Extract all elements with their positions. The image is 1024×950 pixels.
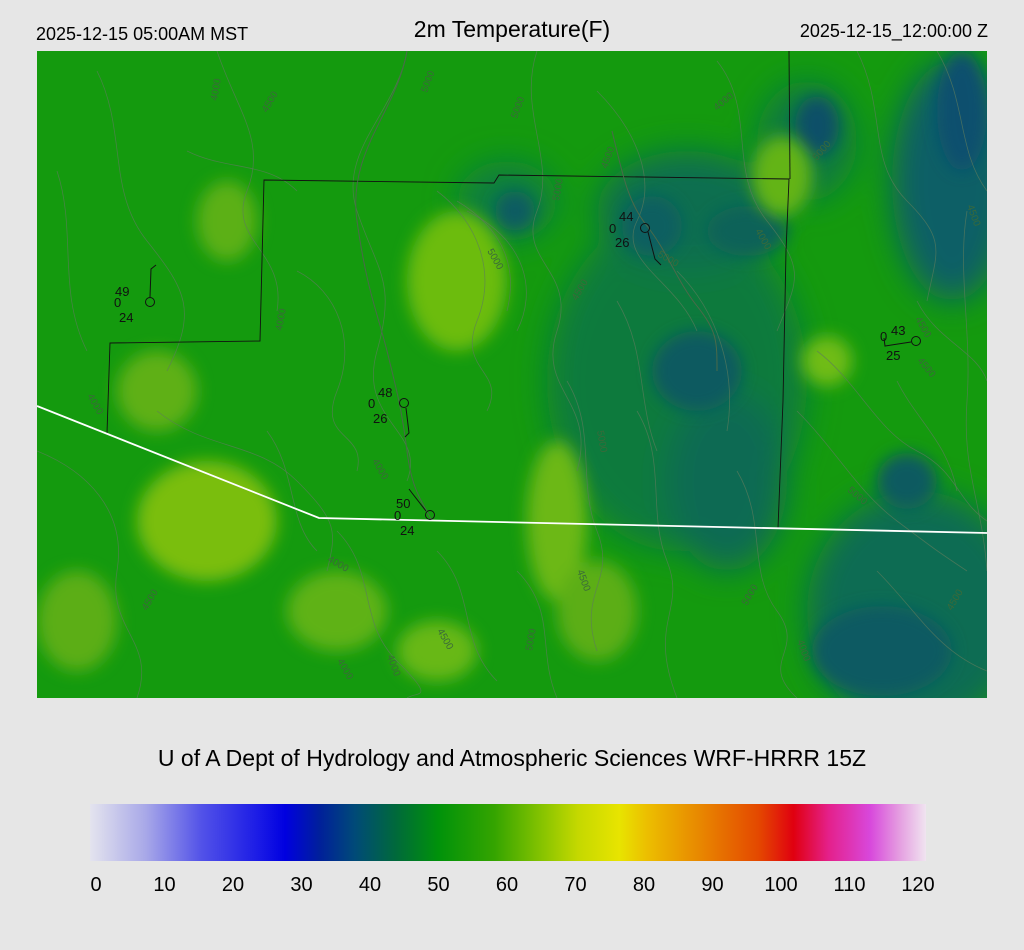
elevation-contours (37, 51, 987, 698)
station-wind: 0 (394, 508, 401, 523)
wind-barb (408, 488, 427, 512)
station-dewpoint: 24 (119, 310, 133, 325)
colorbar-tick-label: 10 (153, 874, 176, 896)
station-marker[interactable] (911, 336, 921, 346)
international-border (37, 405, 987, 534)
colorbar-tick-label: 0 (90, 874, 102, 896)
contour-label: 4000 (274, 307, 289, 331)
station-plot[interactable]: 44 0 26 (609, 209, 662, 266)
colorbar-tick-label: 20 (221, 874, 245, 896)
colorbar-tick-label: 70 (564, 874, 587, 896)
wind-barb (149, 264, 157, 298)
station-wind: 0 (114, 295, 121, 310)
station-marker[interactable] (145, 297, 155, 307)
map-title: 2m Temperature(F) (413, 16, 611, 42)
colorbar-tick-label: 50 (427, 874, 450, 896)
station-temp: 43 (891, 323, 905, 338)
station-temp: 49 (115, 284, 129, 299)
station-dewpoint: 26 (373, 411, 387, 426)
colorbar-tick-label: 90 (701, 874, 724, 896)
station-wind: 0 (609, 221, 616, 236)
river (611, 130, 718, 372)
colorbar-tick-label: 80 (632, 874, 656, 896)
river (355, 51, 433, 522)
station-marker[interactable] (425, 510, 435, 520)
station-dewpoint: 24 (400, 523, 414, 538)
cold-pockets (495, 51, 987, 696)
model-credit: U of A Dept of Hydrology and Atmospheric… (157, 745, 867, 771)
contour-label: 5000 (594, 430, 609, 454)
warm-regions (37, 136, 852, 681)
contour-label: 4000 (209, 77, 224, 101)
station-plot[interactable]: 43 0 25 (880, 323, 921, 363)
colorbar-tick-label: 120 (901, 874, 935, 896)
county-boundary (106, 174, 790, 529)
colorbar-tick-label: 40 (358, 874, 382, 896)
contour-label: 5000 (551, 177, 566, 201)
contour-label: 5000 (524, 627, 539, 651)
wind-barb (647, 231, 662, 266)
colorbar-ticks: 0 10 20 30 40 50 60 70 80 90 100 110 120 (0, 874, 1024, 904)
station-plot[interactable]: 48 0 26 (368, 385, 410, 438)
station-marker[interactable] (399, 398, 409, 408)
wind-barb (404, 407, 410, 438)
colorbar-tick-label: 110 (833, 874, 866, 896)
utc-time-label: 2025-12-15_12:00:00 Z (799, 21, 988, 41)
colorbar-tick-label: 60 (495, 874, 519, 896)
station-wind: 0 (368, 396, 375, 411)
station-dewpoint: 26 (615, 235, 629, 250)
station-plot[interactable]: 50 0 24 (394, 488, 435, 538)
station-plot[interactable]: 49 0 24 (114, 264, 157, 325)
station-wind: 0 (880, 329, 887, 344)
station-temp: 44 (619, 209, 633, 224)
map-header: 2025-12-15 05:00AM MST 2m Temperature(F)… (0, 0, 1024, 50)
local-time-label: 2025-12-15 05:00AM MST (36, 24, 249, 44)
county-boundary-north (788, 51, 791, 180)
station-temp: 50 (396, 496, 410, 511)
colorbar-tick-label: 30 (290, 874, 313, 896)
wind-barb (883, 337, 912, 347)
temperature-map: 5000 4500 4000 5000 4500 5000 4000 5000 … (37, 51, 987, 698)
station-dewpoint: 25 (886, 348, 900, 363)
temperature-colorbar (90, 804, 926, 861)
station-temp: 48 (378, 385, 392, 400)
station-marker[interactable] (640, 223, 650, 233)
colorbar-tick-label: 100 (764, 874, 798, 896)
